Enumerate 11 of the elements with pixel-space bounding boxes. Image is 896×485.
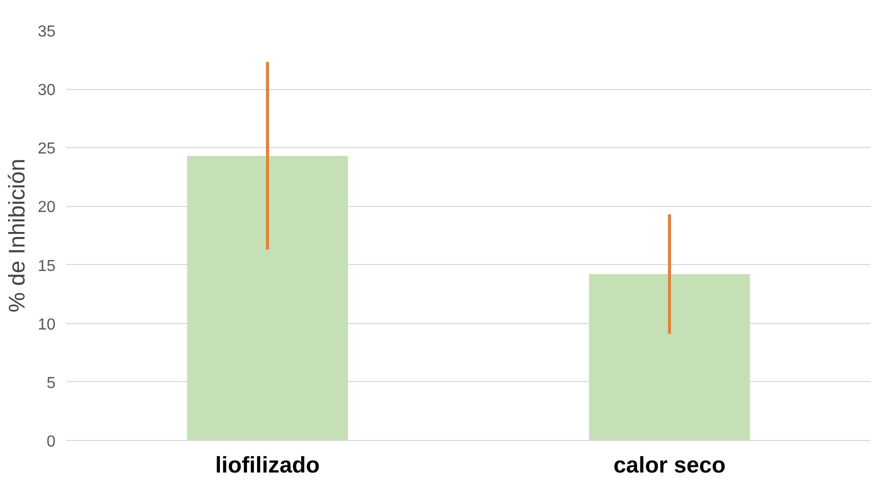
y-tick-label: 0	[46, 434, 56, 450]
y-tick-label: 35	[38, 24, 56, 40]
y-tick-label: 5	[46, 374, 56, 392]
y-tick-label: 20	[38, 199, 56, 216]
y-tick-label: 15	[38, 258, 56, 275]
y-tick-label: 10	[38, 316, 56, 334]
x-tick-label: liofilizado	[215, 452, 320, 478]
x-tick-label: calor seco	[613, 452, 726, 478]
y-tick-label: 30	[38, 82, 56, 100]
y-axis-title: % de Inhibición	[4, 158, 30, 312]
y-tick-label: 25	[38, 140, 56, 158]
